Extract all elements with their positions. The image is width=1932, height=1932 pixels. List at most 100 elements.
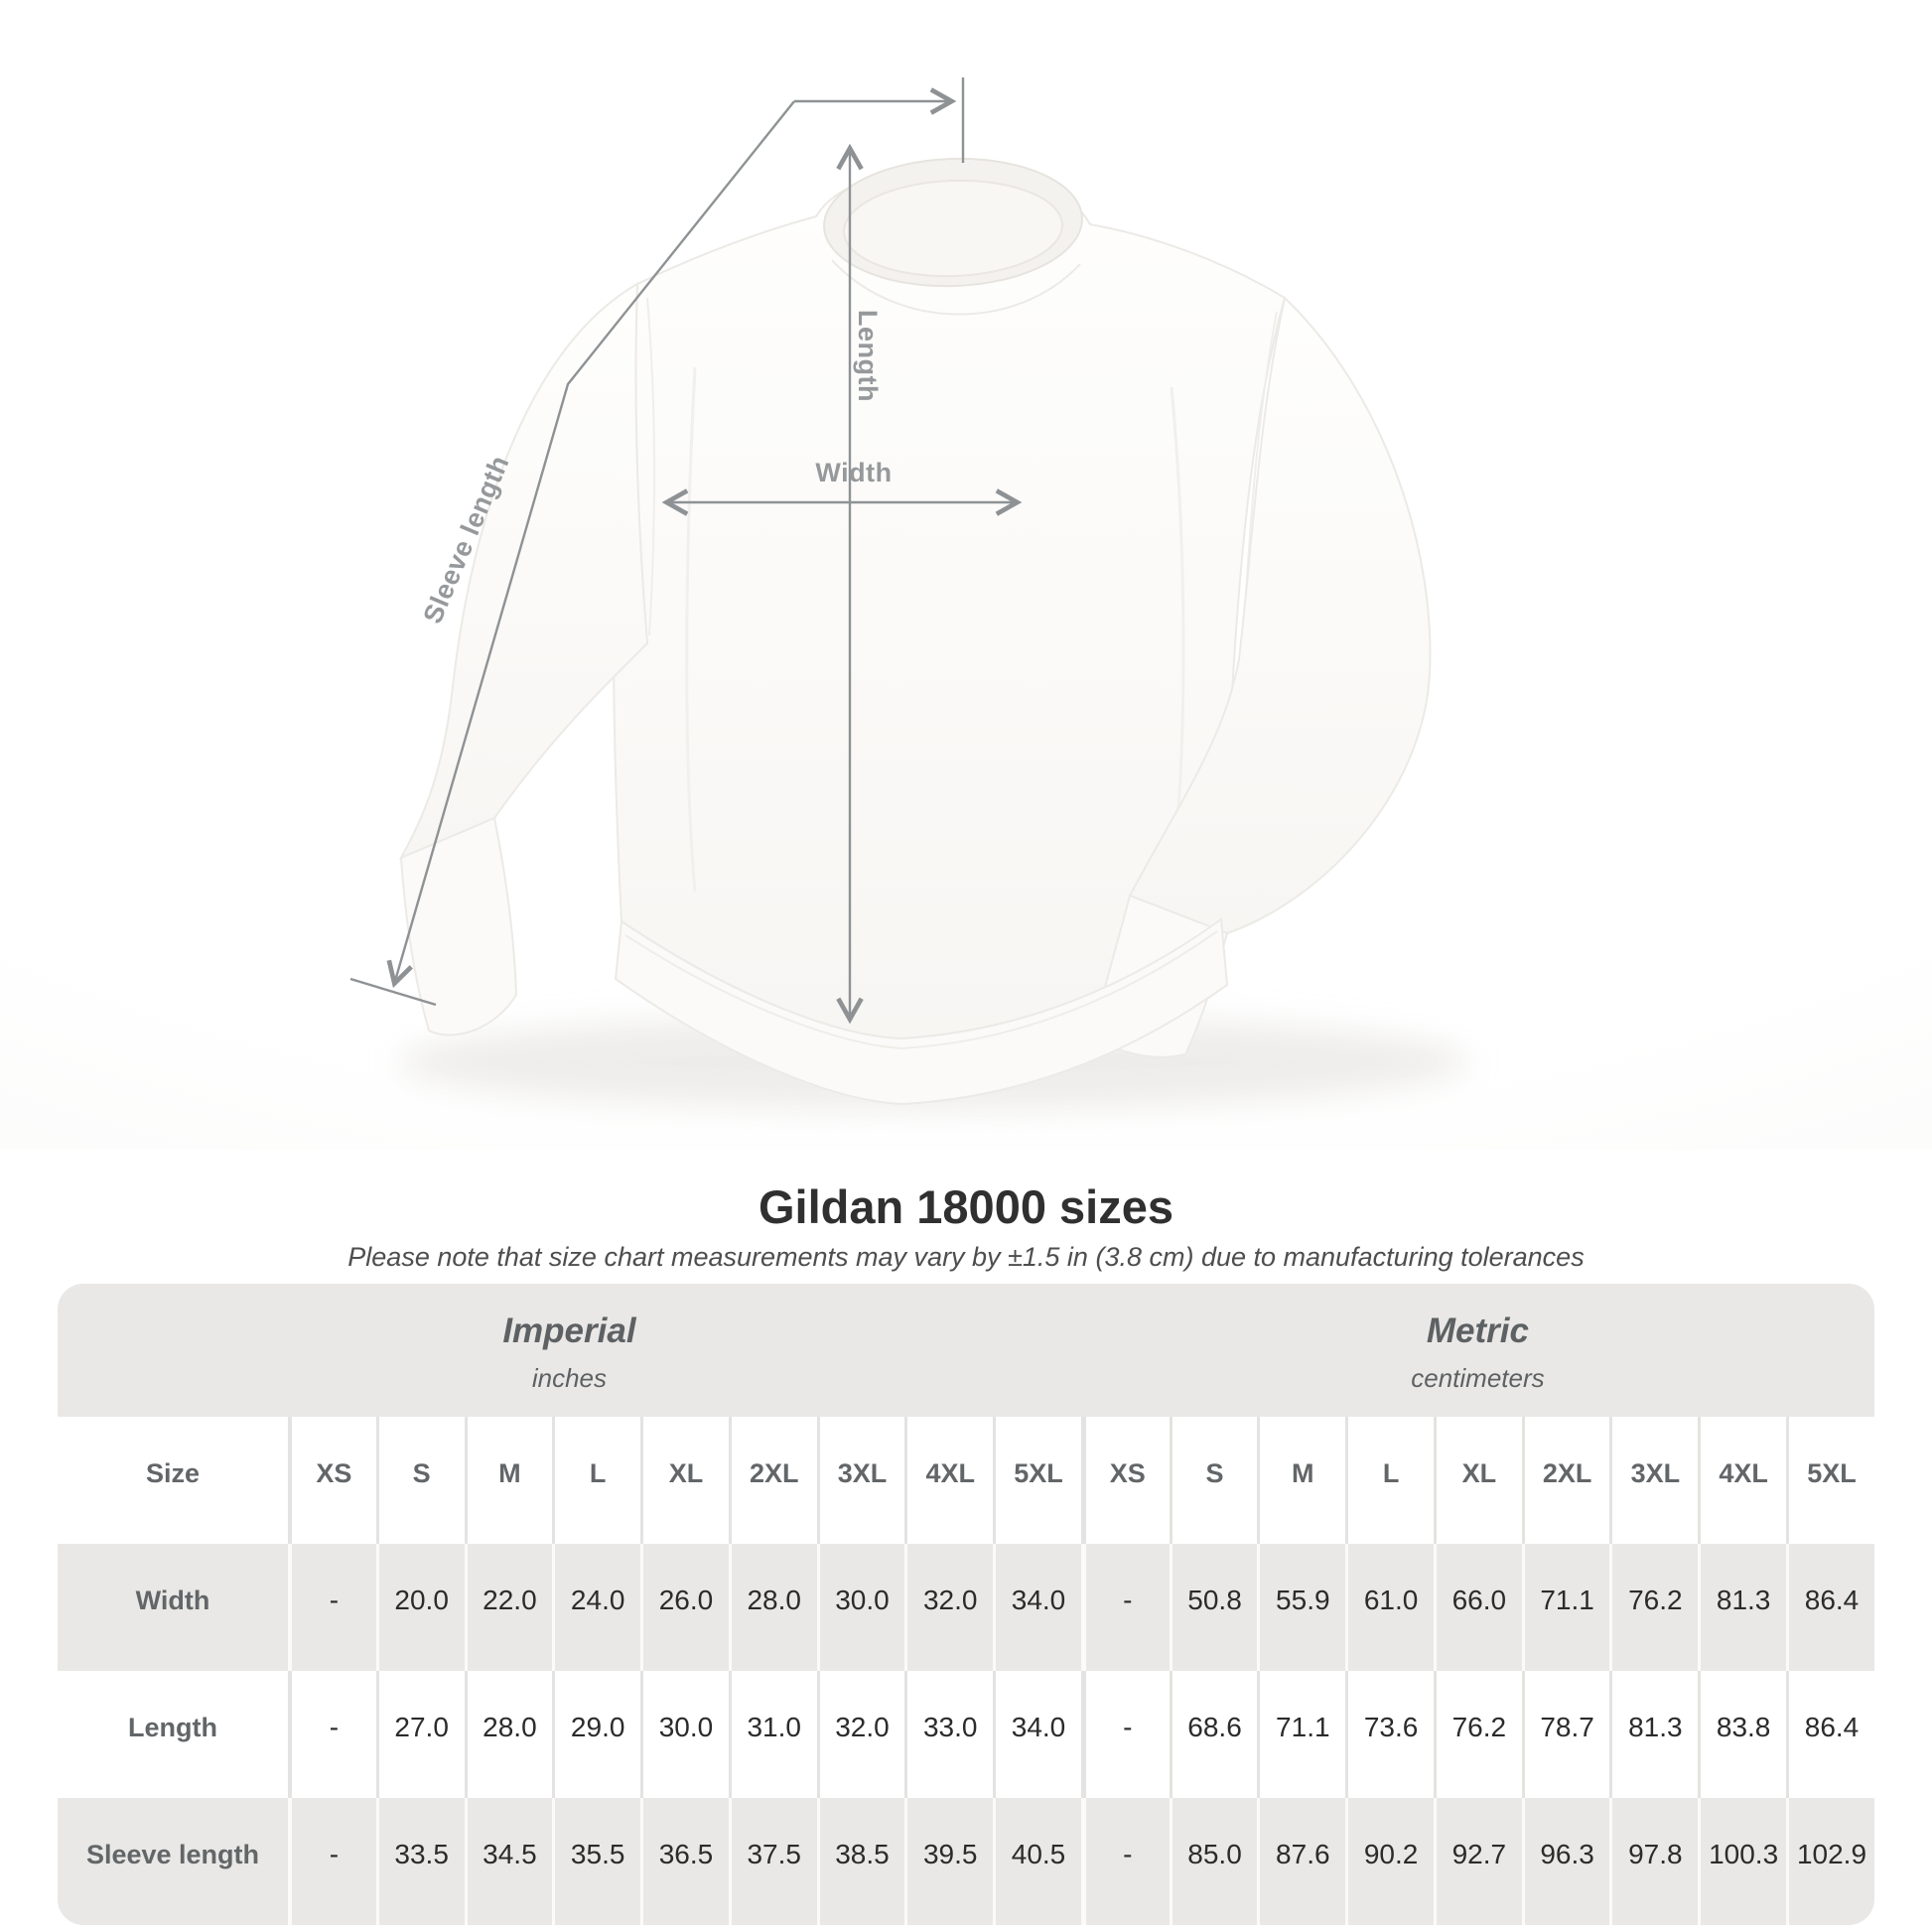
value-cell: 66.0	[1433, 1544, 1522, 1671]
width-measure-label: Width	[815, 458, 893, 487]
value-cell: 100.3	[1698, 1798, 1787, 1925]
size-header-cell: M	[1257, 1417, 1346, 1544]
value-cell: 39.5	[904, 1798, 994, 1925]
hem-seam	[624, 930, 1218, 1050]
imperial-label: Imperial	[502, 1311, 636, 1350]
value-cell: 68.6	[1169, 1671, 1258, 1798]
value-cell: 50.8	[1169, 1544, 1258, 1671]
shoulder-seam	[646, 297, 655, 636]
size-header-cell: S	[1169, 1417, 1258, 1544]
value-cell: 76.2	[1433, 1671, 1522, 1798]
tolerance-note: Please note that size chart measurements…	[347, 1242, 1585, 1272]
sweatshirt-illustration	[349, 77, 1469, 1110]
value-cell: 96.3	[1521, 1798, 1610, 1925]
value-cell: 73.6	[1345, 1671, 1434, 1798]
size-header-row: Size XS S M L XL 2XL 3XL 4XL 5XL XS S M L XL 2XL 3XL 4XL…	[58, 1417, 1874, 1544]
size-header-cell: 5XL	[993, 1417, 1081, 1544]
value-cell: 35.5	[552, 1798, 641, 1925]
value-cell: 32.0	[904, 1544, 994, 1671]
value-cell: 22.0	[464, 1544, 553, 1671]
sleeve-end-tick-bottom	[349, 977, 437, 1007]
value-cell: 31.0	[728, 1671, 817, 1798]
value-cell: -	[288, 1798, 376, 1925]
value-cell: 55.9	[1257, 1544, 1346, 1671]
value-cell: 28.0	[464, 1671, 553, 1798]
value-cell: 30.0	[640, 1671, 729, 1798]
measurement-lines	[349, 77, 1023, 1025]
size-column-header: Size	[58, 1417, 288, 1544]
unit-group-row: Imperial inches Metric centimeters	[58, 1284, 1874, 1417]
size-header-cell: L	[552, 1417, 641, 1544]
imperial-unit: inches	[531, 1362, 608, 1393]
value-cell: 78.7	[1521, 1671, 1610, 1798]
metric-header: Metric centimeters	[1080, 1284, 1874, 1417]
metric-label: Metric	[1426, 1311, 1529, 1350]
size-header-cell: 5XL	[1786, 1417, 1874, 1544]
value-cell: 29.0	[552, 1671, 641, 1798]
table-row: Sleeve length -33.5 34.5 35.5 36.5 37.5 38.5 39…	[58, 1798, 1874, 1925]
imperial-header: Imperial inches	[58, 1284, 1081, 1417]
value-cell: 33.0	[904, 1671, 994, 1798]
product-photo-area: Width Length Sleeve length	[0, 0, 1932, 1150]
size-header-cell: 2XL	[1521, 1417, 1610, 1544]
size-header-cell: 2XL	[728, 1417, 817, 1544]
size-header-cell: XL	[640, 1417, 729, 1544]
size-header-cell: 4XL	[904, 1417, 994, 1544]
size-header-cell: 3XL	[816, 1417, 905, 1544]
row-label: Width	[58, 1544, 288, 1671]
value-cell: 102.9	[1786, 1798, 1874, 1925]
size-table: Imperial inches Metric centimeters Size …	[58, 1284, 1874, 1925]
size-header-cell: 3XL	[1609, 1417, 1699, 1544]
value-cell: 37.5	[728, 1798, 817, 1925]
value-cell: 26.0	[640, 1544, 729, 1671]
value-cell: 81.3	[1698, 1544, 1787, 1671]
size-header-cell: XS	[1080, 1417, 1170, 1544]
value-cell: 34.0	[993, 1671, 1081, 1798]
sleeve-length-arrow	[386, 100, 795, 989]
value-cell: 28.0	[728, 1544, 817, 1671]
row-label: Length	[58, 1671, 288, 1798]
value-cell: 76.2	[1609, 1544, 1699, 1671]
page-title: Gildan 18000 sizes	[758, 1180, 1174, 1233]
value-cell: 34.5	[464, 1798, 553, 1925]
size-header-cell: S	[375, 1417, 465, 1544]
value-cell: 61.0	[1345, 1544, 1434, 1671]
value-cell: 36.5	[640, 1798, 729, 1925]
value-cell: 30.0	[816, 1544, 905, 1671]
value-cell: 81.3	[1609, 1671, 1699, 1798]
value-cell: 20.0	[375, 1544, 465, 1671]
right-sleeve	[1128, 296, 1432, 935]
row-label: Sleeve length	[58, 1798, 288, 1925]
size-header-cell: L	[1345, 1417, 1434, 1544]
value-cell: -	[288, 1671, 376, 1798]
size-header-cell: XL	[1433, 1417, 1522, 1544]
size-header-cell: M	[464, 1417, 553, 1544]
hem-band	[614, 917, 1229, 1106]
value-cell: -	[288, 1544, 376, 1671]
value-cell: 83.8	[1698, 1671, 1787, 1798]
left-cuff	[399, 816, 518, 1036]
value-cell: 86.4	[1786, 1671, 1874, 1798]
value-cell: 40.5	[993, 1798, 1081, 1925]
value-cell: 71.1	[1521, 1544, 1610, 1671]
value-cell: 87.6	[1257, 1798, 1346, 1925]
value-cell: 38.5	[816, 1798, 905, 1925]
value-cell: 97.8	[1609, 1798, 1699, 1925]
value-cell: 27.0	[375, 1671, 465, 1798]
table-row: Width -20.0 22.0 24.0 26.0 28.0 30.0 32.0 34.0-5…	[58, 1544, 1874, 1671]
value-cell: -	[1080, 1671, 1170, 1798]
value-cell: 33.5	[375, 1798, 465, 1925]
value-cell: 71.1	[1257, 1671, 1346, 1798]
value-cell: -	[1080, 1798, 1170, 1925]
value-cell: 32.0	[816, 1671, 905, 1798]
value-cell: 90.2	[1345, 1798, 1434, 1925]
value-cell: 92.7	[1433, 1798, 1522, 1925]
size-header-cell: XS	[288, 1417, 376, 1544]
value-cell: 86.4	[1786, 1544, 1874, 1671]
value-cell: 34.0	[993, 1544, 1081, 1671]
length-measure-label: Length	[853, 310, 883, 402]
value-cell: 24.0	[552, 1544, 641, 1671]
value-cell: 85.0	[1169, 1798, 1258, 1925]
metric-unit: centimeters	[1411, 1362, 1545, 1393]
fold-line	[685, 366, 697, 893]
